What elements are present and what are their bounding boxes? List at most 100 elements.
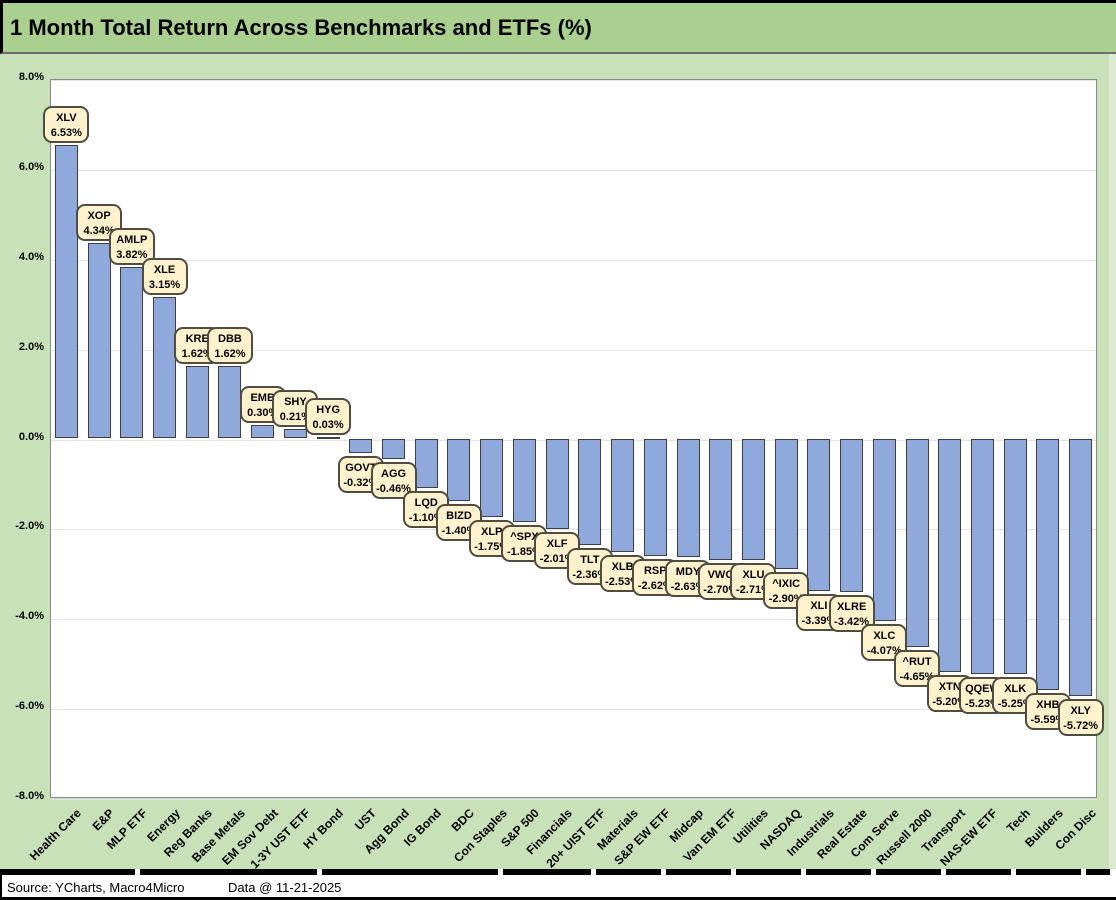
chart-title: 1 Month Total Return Across Benchmarks a… (0, 0, 1116, 54)
data-label-ticker: HYG (316, 404, 341, 417)
cell-border-gap (731, 869, 736, 875)
cell-border-gap (941, 869, 946, 875)
data-label-ticker: EMB (250, 392, 275, 405)
cell-border-gap (661, 869, 666, 875)
gridline (51, 619, 1096, 621)
data-label-value: -1.85% (506, 545, 542, 558)
data-label-ticker: XTN (938, 681, 961, 694)
bar (741, 438, 765, 561)
data-date-label: Data @ 11-21-2025 (228, 880, 342, 895)
bar (970, 438, 994, 674)
cell-border-gap (1011, 869, 1016, 875)
bar (709, 438, 733, 560)
data-label-ticker: VWO (707, 568, 734, 581)
bar (1036, 438, 1060, 690)
bar (218, 365, 242, 439)
data-label-ticker: ^RUT (902, 656, 932, 669)
cell-border-gap (871, 869, 876, 875)
data-label-ticker: RSP (643, 565, 667, 578)
data-label: BIZD -1.40% (435, 504, 482, 542)
data-label-value: -4.07% (866, 645, 902, 658)
data-label-ticker: ^IXIC (772, 577, 801, 590)
data-label-ticker: BIZD (446, 510, 472, 523)
bar (349, 438, 373, 453)
data-label-value: -3.42% (834, 616, 870, 629)
data-label-ticker: XHB (1036, 698, 1060, 711)
data-label-ticker: TLT (580, 553, 600, 566)
data-label-ticker: LQD (414, 496, 438, 509)
bar (185, 365, 209, 439)
cell-border-gap (801, 869, 806, 875)
data-label-value: 1.62% (181, 347, 213, 360)
gridline (51, 169, 1096, 171)
cell-border-gap (498, 869, 503, 875)
bar (938, 438, 962, 673)
data-label-value: -0.46% (376, 483, 411, 496)
bar (120, 266, 144, 439)
cell-border-gap (317, 869, 322, 875)
bar (872, 438, 896, 622)
data-label-ticker: XLRE (836, 601, 867, 614)
data-label: MDY -2.63% (665, 559, 712, 597)
bar (251, 425, 275, 439)
gridline (51, 439, 1096, 441)
y-tick-label: 6.0% (18, 160, 44, 173)
y-tick-label: 0.0% (18, 430, 44, 443)
data-label-ticker: DBB (218, 332, 242, 345)
y-tick-label: -8.0% (15, 790, 44, 802)
cell-border-gap (591, 869, 596, 875)
data-label-value: -3.39% (801, 614, 837, 627)
bar (774, 438, 798, 569)
gridline (51, 799, 1096, 800)
data-label-value: 0.30% (247, 407, 279, 420)
cell-border-gap (1081, 869, 1086, 875)
bar (840, 438, 864, 593)
data-label-value: -2.90% (768, 592, 804, 605)
cell-border-bottom (2, 897, 1116, 900)
data-label-value: -2.62% (637, 580, 673, 593)
y-tick-label: 4.0% (18, 250, 44, 263)
data-label-value: 0.03% (312, 419, 344, 432)
data-label-ticker: QQEW (965, 682, 1000, 695)
bar (905, 438, 929, 648)
data-label-value: 6.53% (50, 127, 82, 140)
data-label: XOP 4.34% (76, 204, 123, 242)
data-label-value: -1.40% (441, 525, 477, 538)
data-label-value: -5.59% (1030, 713, 1066, 726)
data-label: XLK -5.25% (992, 677, 1039, 715)
data-label-ticker: XLY (1070, 704, 1091, 717)
data-label-value: -2.36% (572, 568, 608, 581)
y-tick-label: -6.0% (15, 700, 44, 713)
gridline (51, 349, 1096, 351)
cell-border-top (2, 869, 1110, 875)
data-label: DBB 1.62% (206, 326, 253, 364)
bar (643, 438, 667, 557)
data-label-ticker: GOVT (345, 461, 377, 474)
data-label-value: -5.20% (932, 696, 968, 709)
bar (676, 438, 700, 557)
data-label: XLC -4.07% (861, 624, 908, 662)
data-label-value: -1.75% (474, 541, 510, 554)
data-label-ticker: AGG (381, 468, 407, 481)
bar (512, 438, 536, 522)
chart-canvas: 8.0% 6.0% 4.0% 2.0% 0.0% -2.0% -4.0% -6.0% -8.0%… (0, 54, 1116, 871)
data-label-value: 0.21% (279, 411, 311, 424)
y-tick-label: -4.0% (15, 610, 44, 623)
data-label-ticker: XLV (56, 112, 77, 125)
data-label-ticker: XLK (1004, 683, 1027, 696)
bar (87, 243, 111, 439)
data-label-ticker: XLI (810, 599, 828, 612)
data-label-value: -2.01% (539, 552, 575, 565)
data-label: XHB -5.59% (1024, 692, 1071, 730)
data-label-ticker: XLU (742, 569, 765, 582)
bar (1069, 438, 1093, 696)
data-label-ticker: XOP (87, 210, 111, 223)
data-label-value: -4.65% (899, 671, 935, 684)
data-label: XLV 6.53% (43, 106, 90, 144)
gridline (51, 709, 1096, 711)
data-label: ^IXIC -2.90% (763, 571, 810, 609)
gridline (51, 529, 1096, 531)
data-label-value: -2.70% (703, 583, 739, 596)
data-label-value: 3.15% (148, 278, 181, 291)
